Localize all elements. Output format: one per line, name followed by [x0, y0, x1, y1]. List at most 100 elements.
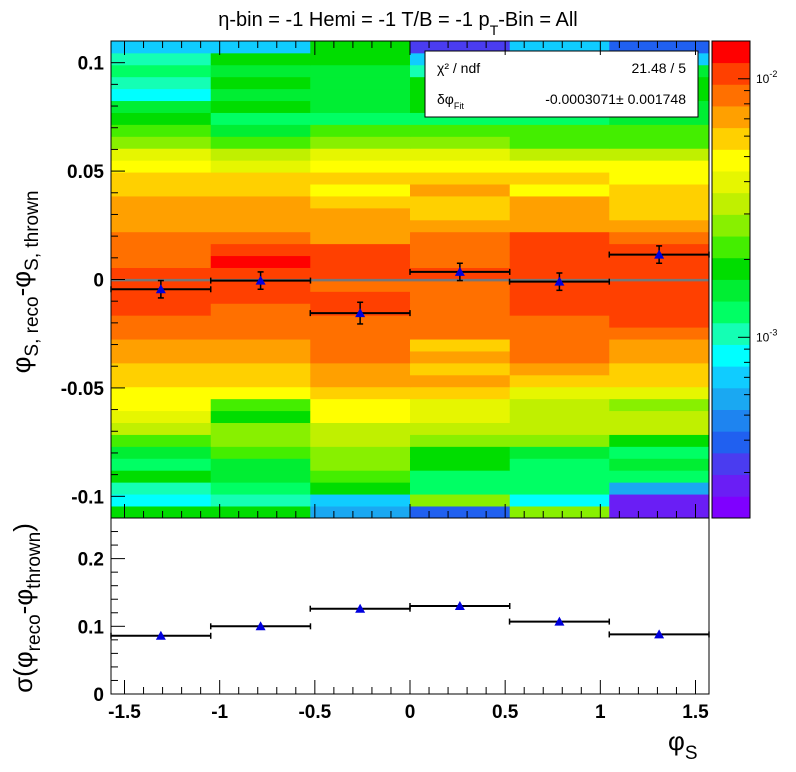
- heatmap-cell: [310, 398, 411, 412]
- palette-swatch: [712, 84, 750, 107]
- heatmap-cell: [210, 52, 311, 66]
- heatmap-cell: [410, 136, 511, 149]
- chart-title: η-bin = -1 Hemi = -1 T/B = -1 pT-Bin = A…: [218, 9, 577, 38]
- heatmap-cell: [310, 362, 411, 376]
- heatmap-cell: [111, 207, 212, 221]
- heatmap-cell: [609, 339, 710, 352]
- heatmap-cell: [210, 124, 311, 137]
- heatmap-cell: [609, 506, 710, 519]
- heatmap-cell: [210, 136, 311, 149]
- heatmap-cell: [111, 64, 212, 78]
- lower-y-tick-label: 0: [93, 685, 104, 706]
- lower-y-tick-label: 0.2: [78, 550, 104, 571]
- heatmap-cell: [410, 255, 511, 268]
- heatmap-cell: [609, 291, 710, 304]
- heatmap-cell: [111, 172, 212, 185]
- palette-swatch: [712, 279, 750, 302]
- triangle-marker: [355, 603, 366, 613]
- heatmap-cell: [111, 362, 212, 376]
- heatmap-cell: [210, 494, 311, 507]
- heatmap-cell: [509, 231, 610, 245]
- heatmap-cell: [509, 148, 610, 161]
- upper-y-axis: -0.1 -0.05 0 0.05 0.1: [61, 54, 125, 519]
- heatmap-cell: [410, 207, 511, 221]
- heatmap-cell: [310, 351, 411, 364]
- heatmap-cell: [509, 196, 610, 209]
- heatmap-cell: [111, 255, 212, 268]
- heatmap-cell: [111, 374, 212, 388]
- heatmap-cell: [509, 207, 610, 221]
- triangle-marker: [255, 275, 266, 285]
- heatmap-cell: [609, 458, 710, 471]
- heatmap-cell: [509, 506, 610, 519]
- heatmap-cell: [410, 124, 511, 137]
- heatmap-cell: [310, 339, 411, 352]
- x-tick-label: 1.5: [682, 702, 709, 723]
- palette-swatch: [712, 431, 750, 454]
- heatmap-cells: [111, 41, 710, 519]
- palette-axis: 10-2 10-3: [738, 69, 777, 519]
- heatmap-cell: [509, 362, 610, 376]
- heatmap-cell: [310, 41, 411, 54]
- heatmap-cell: [310, 219, 411, 233]
- heatmap-cell: [410, 339, 511, 352]
- triangle-marker: [454, 266, 465, 276]
- palette-swatch: [712, 496, 750, 519]
- heatmap-cell: [410, 386, 511, 400]
- heatmap-cell: [210, 410, 311, 424]
- heatmap-cell: [310, 255, 411, 268]
- palette-swatch: [712, 301, 750, 324]
- heatmap-cell: [310, 231, 411, 245]
- heatmap-cell: [410, 148, 511, 161]
- stats-box: χ² / ndf 21.48 / 5 δφFit -0.0003071± 0.0…: [424, 50, 699, 118]
- heatmap-cell: [210, 339, 311, 352]
- heatmap-cell: [210, 112, 311, 125]
- stats-chi2-value: 21.48 / 5: [632, 60, 687, 76]
- heatmap-cell: [210, 88, 311, 102]
- heatmap-cell: [509, 327, 610, 340]
- heatmap-cell: [410, 243, 511, 257]
- x-axis: -1.5 -1 -0.5 0 0.5 1 1.5: [108, 41, 709, 723]
- data-point: [508, 616, 611, 626]
- heatmap-cell: [509, 315, 610, 328]
- heatmap-cell: [609, 267, 710, 280]
- heatmap-cell: [410, 434, 511, 447]
- data-point: [110, 630, 212, 640]
- heatmap-cell: [509, 219, 610, 233]
- heatmap-cell: [310, 267, 411, 280]
- palette-swatch: [712, 366, 750, 389]
- triangle-marker: [355, 308, 366, 318]
- heatmap-cell: [310, 422, 411, 435]
- triangle-marker: [654, 249, 665, 259]
- heatmap-cell: [410, 184, 511, 197]
- palette-swatch: [712, 236, 750, 259]
- triangle-marker: [554, 616, 565, 626]
- heatmap-cell: [410, 470, 511, 483]
- heatmap-cell: [310, 506, 411, 519]
- heatmap-cell: [111, 327, 212, 340]
- heatmap-cell: [111, 243, 212, 257]
- heatmap-cell: [609, 422, 710, 435]
- heatmap-cell: [310, 88, 411, 102]
- heatmap-cell: [509, 136, 610, 149]
- color-palette: [711, 40, 751, 519]
- heatmap-cell: [509, 434, 610, 447]
- heatmap-cell: [210, 255, 311, 268]
- heatmap-cell: [111, 434, 212, 447]
- heatmap-cell: [509, 374, 610, 388]
- heatmap-cell: [111, 410, 212, 424]
- heatmap-cell: [210, 303, 311, 316]
- palette-swatch: [712, 387, 750, 410]
- heatmap-cell: [609, 148, 710, 161]
- heatmap-cell: [310, 52, 411, 66]
- heatmap-cell: [609, 386, 710, 400]
- upper-y-axis-title: φS, reco-φS, thrown: [6, 191, 43, 374]
- heatmap-cell: [509, 482, 610, 495]
- heatmap-cell: [111, 339, 212, 352]
- heatmap-cell: [609, 494, 710, 507]
- heatmap-cell: [609, 219, 710, 233]
- heatmap-cell: [410, 458, 511, 471]
- heatmap-cell: [111, 184, 212, 197]
- heatmap-cell: [310, 207, 411, 221]
- data-point: [508, 272, 611, 292]
